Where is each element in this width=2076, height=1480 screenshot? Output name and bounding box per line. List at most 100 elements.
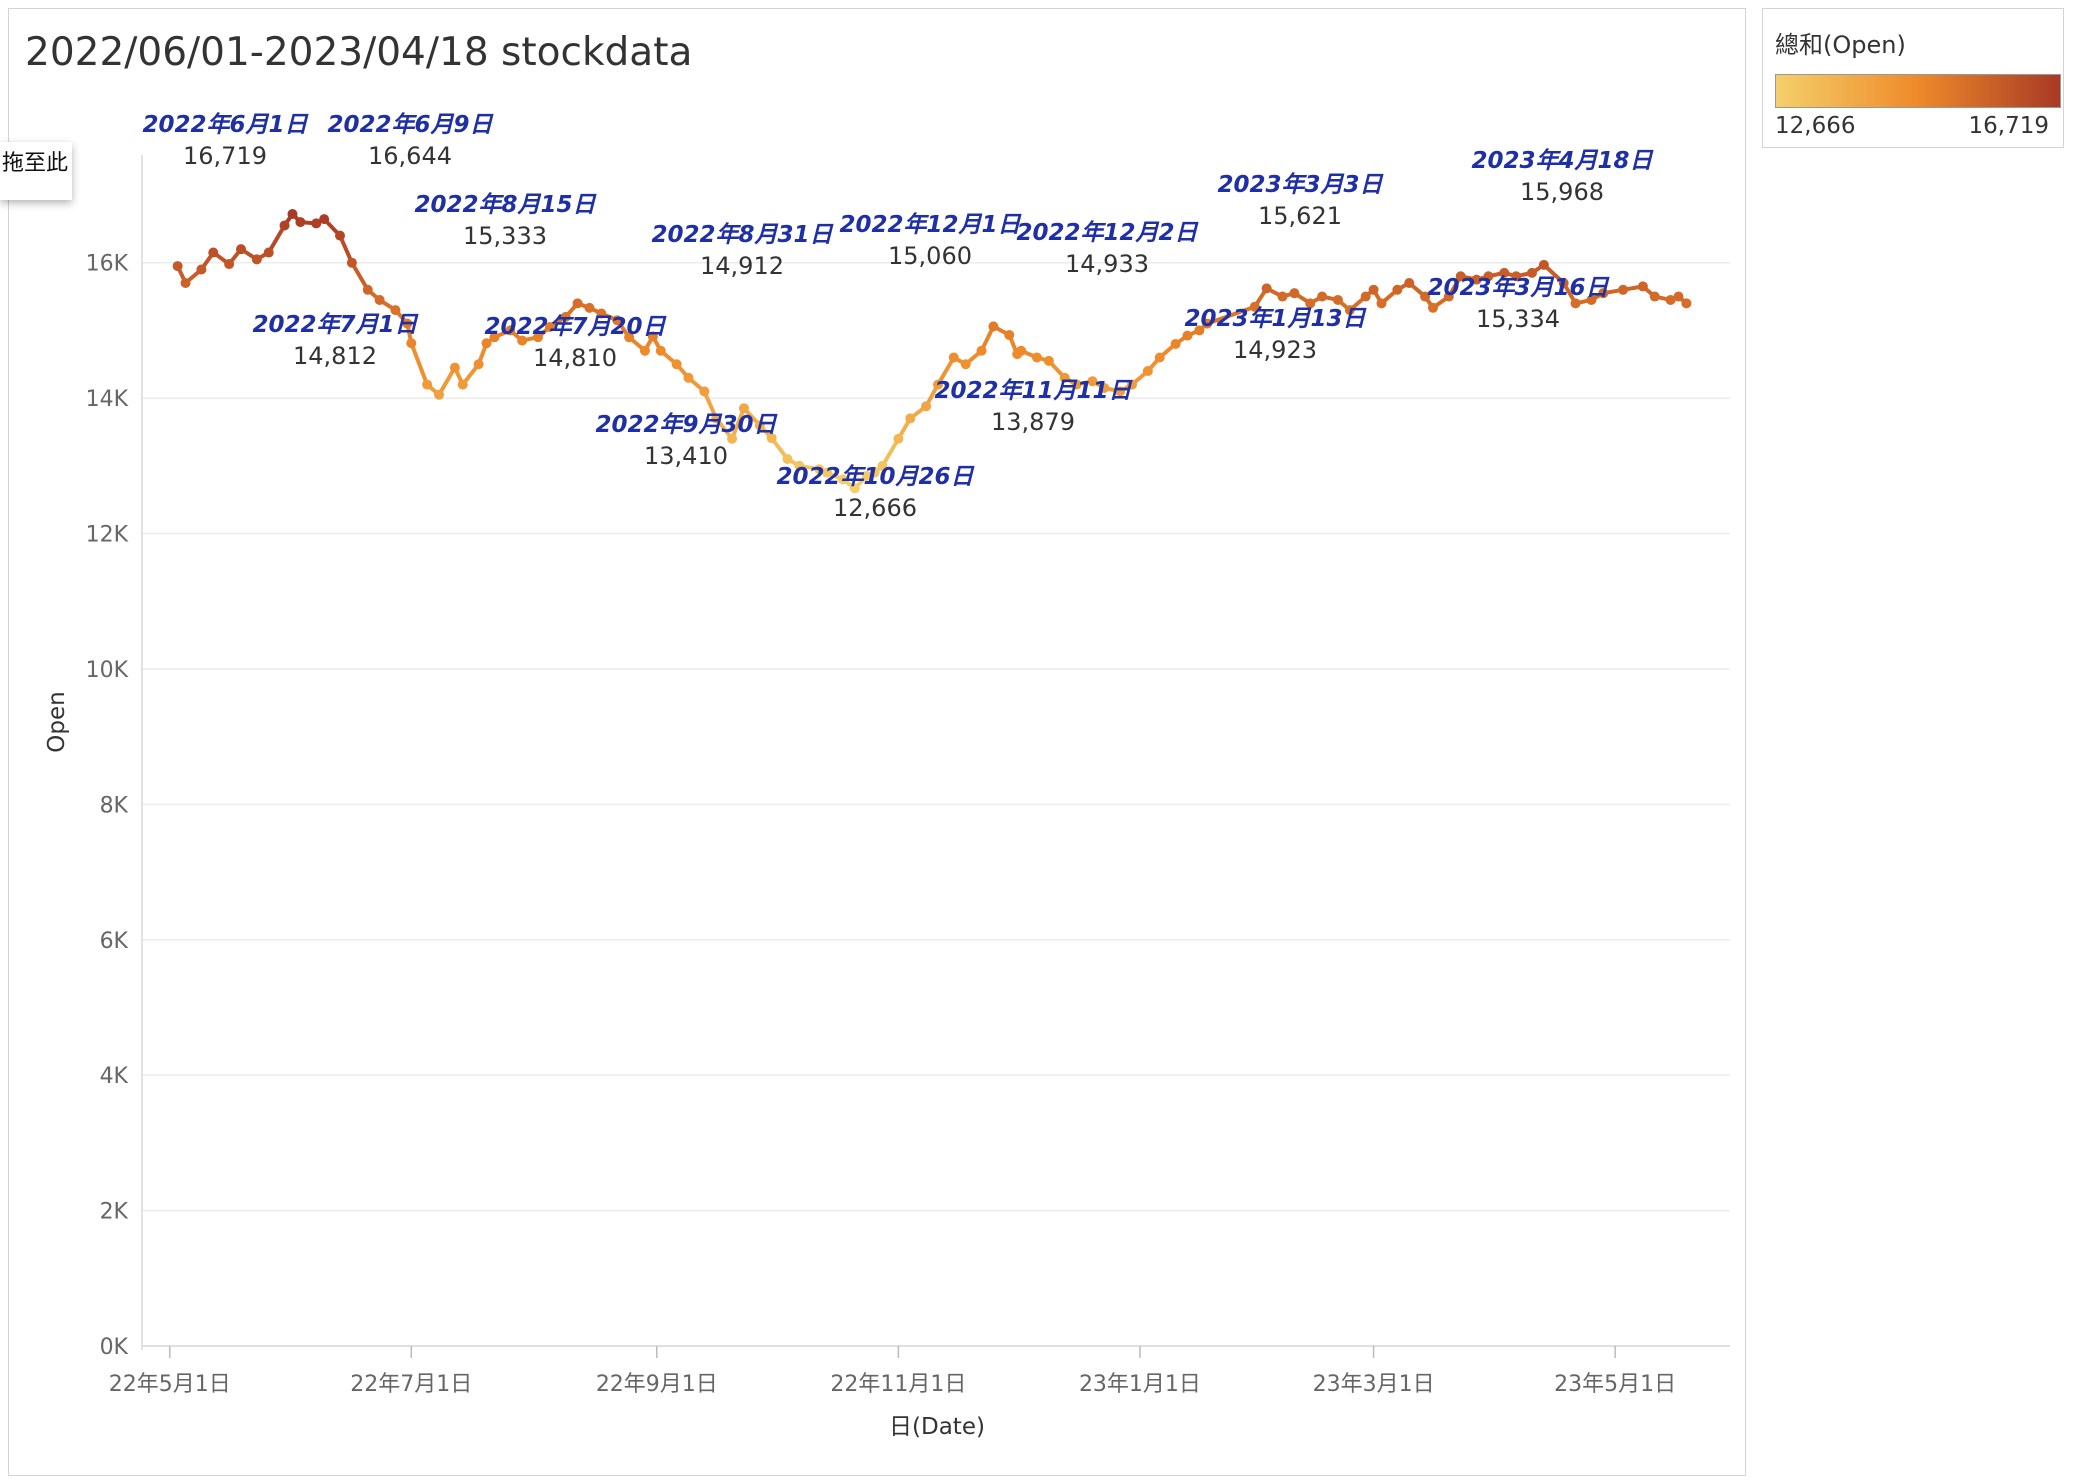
data-point[interactable] [374,294,385,305]
data-point[interactable] [1071,379,1082,390]
data-point[interactable] [1538,259,1549,270]
data-point[interactable] [489,332,500,343]
data-point[interactable] [1511,271,1522,282]
data-point[interactable] [948,352,959,363]
data-point[interactable] [1360,291,1371,302]
data-point[interactable] [932,379,943,390]
data-point[interactable] [346,257,357,268]
data-point[interactable] [319,214,330,225]
data-point[interactable] [1142,366,1153,377]
data-point[interactable] [311,218,322,229]
data-point[interactable] [1043,355,1054,366]
data-point[interactable] [1404,278,1415,289]
data-point[interactable] [1031,352,1042,363]
data-point[interactable] [422,379,433,390]
data-point[interactable] [1499,267,1510,278]
data-point[interactable] [837,474,848,485]
data-point[interactable] [1376,298,1387,309]
data-point[interactable] [624,332,635,343]
data-point[interactable] [1665,294,1676,305]
data-point[interactable] [877,460,888,471]
data-point[interactable] [1115,386,1126,397]
data-point[interactable] [1004,329,1015,340]
data-point[interactable] [1649,291,1660,302]
data-point[interactable] [533,332,544,343]
data-point[interactable] [988,321,999,332]
data-point[interactable] [921,401,932,412]
data-point[interactable] [1261,283,1272,294]
data-point[interactable] [596,308,607,319]
data-point[interactable] [362,284,373,295]
data-point[interactable] [1598,288,1609,299]
data-point[interactable] [869,467,880,478]
data-point[interactable] [849,483,860,494]
data-point[interactable] [279,220,290,231]
data-point[interactable] [1016,345,1027,356]
data-point[interactable] [1471,274,1482,285]
data-point[interactable] [224,259,235,270]
data-point[interactable] [457,379,468,390]
data-point[interactable] [1558,278,1569,289]
data-point[interactable] [1570,298,1581,309]
data-point[interactable] [572,298,583,309]
data-point[interactable] [335,230,346,241]
data-point[interactable] [1249,301,1260,312]
data-point[interactable] [671,359,682,370]
data-point[interactable] [711,413,722,424]
data-point[interactable] [180,278,191,289]
data-point[interactable] [1317,291,1328,302]
data-point[interactable] [960,359,971,370]
data-point[interactable] [683,372,694,383]
line-chart[interactable]: 0K 2K 4K 6K 8K 10K 12K 14K 16K 22年5月1日 22年7月1日 22年9… [0,0,1750,1480]
data-point[interactable] [655,345,666,356]
data-point[interactable] [517,335,528,346]
data-point[interactable] [1420,291,1431,302]
data-point[interactable] [1637,281,1648,292]
data-point[interactable] [434,389,445,400]
data-point[interactable] [390,305,401,316]
data-point[interactable] [822,467,833,478]
data-point[interactable] [449,362,460,373]
data-point[interactable] [1368,284,1379,295]
data-point[interactable] [782,454,793,465]
data-point[interactable] [893,433,904,444]
data-point[interactable] [1483,271,1494,282]
data-point[interactable] [1127,379,1138,390]
data-point[interactable] [406,338,417,349]
data-point[interactable] [481,338,492,349]
data-point[interactable] [639,345,650,356]
data-point[interactable] [1681,298,1692,309]
data-point[interactable] [1277,291,1288,302]
data-point[interactable] [1618,284,1629,295]
data-point[interactable] [1170,338,1181,349]
data-point[interactable] [1427,302,1438,313]
data-point[interactable] [505,325,516,336]
data-point[interactable] [1673,291,1684,302]
data-point[interactable] [794,460,805,471]
data-point[interactable] [263,247,274,258]
data-point[interactable] [1305,298,1316,309]
data-point[interactable] [861,470,872,481]
data-point[interactable] [1455,271,1466,282]
data-point[interactable] [584,302,595,313]
data-point[interactable] [544,322,555,333]
data-point[interactable] [814,464,825,475]
data-point[interactable] [208,247,219,258]
data-point[interactable] [766,433,777,444]
data-point[interactable] [1443,291,1454,302]
data-point[interactable] [1059,372,1070,383]
data-point[interactable] [727,433,738,444]
data-point[interactable] [1526,267,1537,278]
data-point[interactable] [251,254,262,265]
data-point[interactable] [1289,288,1300,299]
data-point[interactable] [1154,352,1165,363]
data-point[interactable] [172,261,183,272]
data-point[interactable] [1344,305,1355,316]
data-point[interactable] [976,345,987,356]
data-point[interactable] [738,403,749,414]
data-point[interactable] [1586,294,1597,305]
data-point[interactable] [754,420,765,431]
data-point[interactable] [287,209,298,220]
data-point[interactable] [905,413,916,424]
data-point[interactable] [1332,294,1343,305]
